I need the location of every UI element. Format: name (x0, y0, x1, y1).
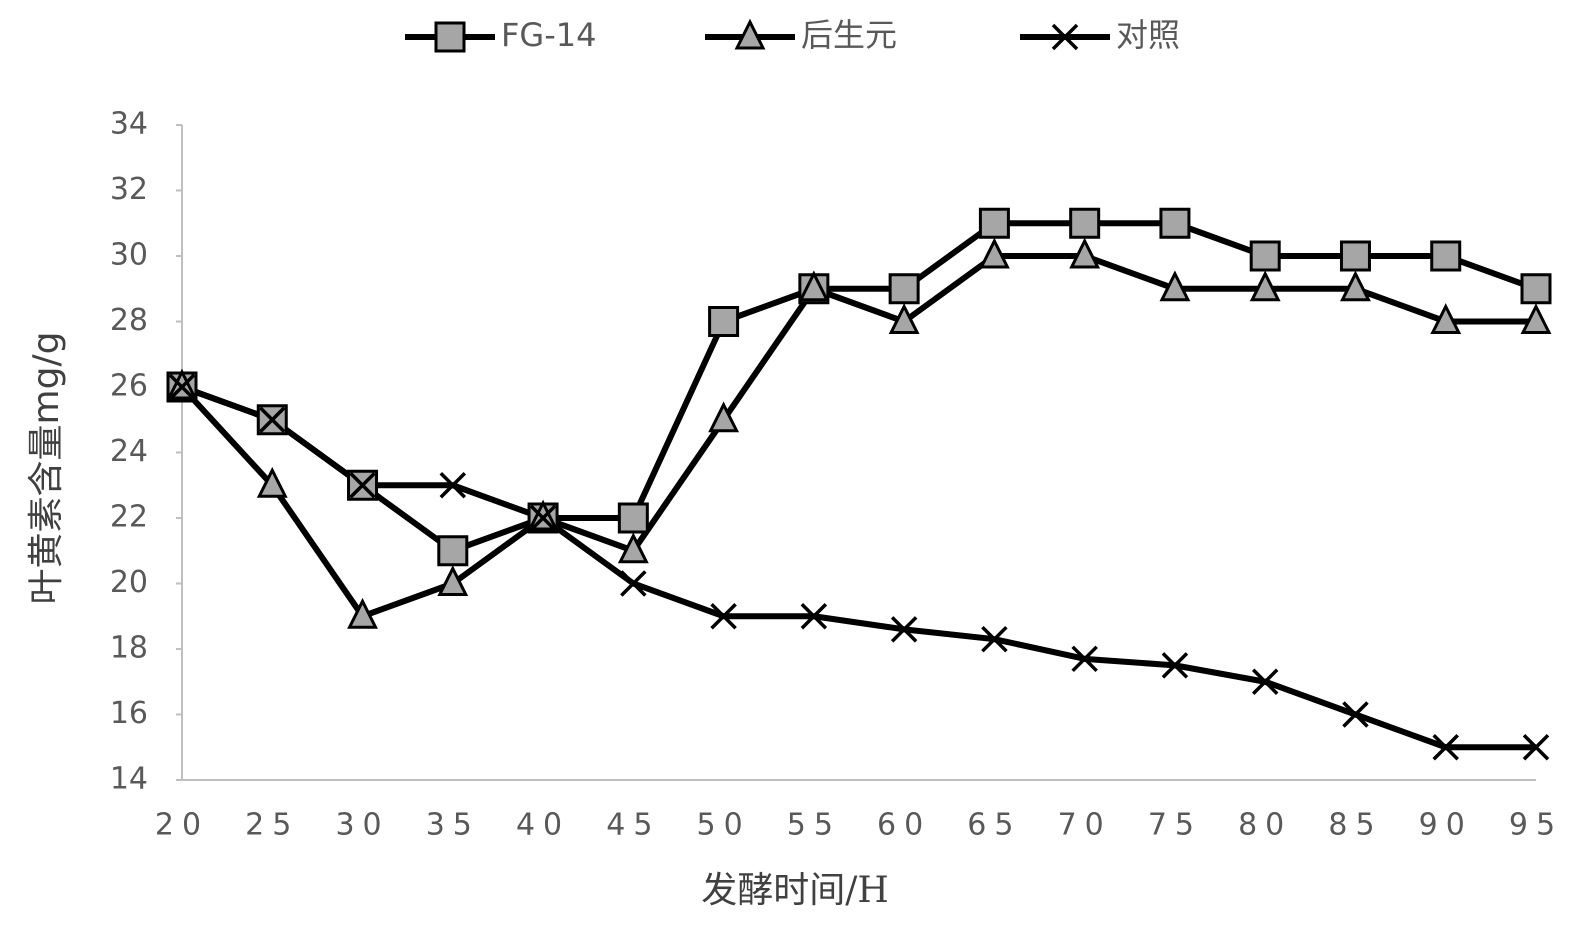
x-tick-label: 25 (245, 808, 299, 843)
data-point (1432, 242, 1460, 270)
x-tick-label: 30 (335, 808, 389, 843)
data-point (980, 209, 1008, 237)
x-tick-label: 60 (877, 808, 931, 843)
y-tick-label: 18 (110, 631, 148, 666)
x-tick-label: 95 (1509, 808, 1563, 843)
x-tick-label: 85 (1328, 808, 1382, 843)
y-tick-label: 20 (110, 565, 148, 600)
data-point (710, 308, 738, 336)
legend-text: 后生元 (801, 16, 897, 54)
x-axis-title: 发酵时间/H (701, 870, 889, 911)
series-line (182, 223, 1536, 551)
x-tick-label: 20 (155, 808, 209, 843)
legend-text: FG-14 (501, 16, 596, 54)
data-point (1161, 209, 1189, 237)
data-point (1341, 242, 1369, 270)
y-tick-label: 32 (110, 172, 148, 207)
x-tick-label: 75 (1148, 808, 1202, 843)
x-tick-label: 45 (606, 808, 660, 843)
y-tick-label: 26 (110, 369, 148, 404)
y-tick-label: 22 (110, 500, 148, 535)
x-tick-label: 65 (967, 808, 1021, 843)
x-tick-label: 80 (1238, 808, 1292, 843)
x-tick-label: 50 (697, 808, 751, 843)
legend-text: 对照 (1116, 16, 1180, 54)
data-point (439, 537, 467, 565)
x-tick-label: 40 (516, 808, 570, 843)
data-point (1251, 242, 1279, 270)
data-point (619, 504, 647, 532)
y-axis-title: 叶黄素含量mg/g (26, 332, 67, 605)
y-tick-label: 16 (110, 696, 148, 731)
data-point (890, 275, 918, 303)
y-tick-label: 28 (110, 303, 148, 338)
series-line (182, 387, 1536, 747)
y-tick-label: 24 (110, 434, 148, 469)
y-tick-label: 34 (110, 107, 148, 142)
chart: 发酵时间/H 叶黄素含量mg/g 14 16 18 20 22 24 26 28 30 32 34 2… (0, 0, 1587, 931)
legend-marker (436, 23, 464, 51)
x-tick-label: 70 (1058, 808, 1112, 843)
series-line (182, 256, 1536, 616)
x-tick-label: 35 (426, 808, 480, 843)
data-point (1522, 275, 1550, 303)
data-point (440, 569, 466, 595)
x-tick-label: 90 (1419, 808, 1473, 843)
data-point (1071, 209, 1099, 237)
x-tick-label: 55 (787, 808, 841, 843)
y-tick-label: 14 (110, 762, 148, 797)
y-tick-label: 30 (110, 238, 148, 273)
